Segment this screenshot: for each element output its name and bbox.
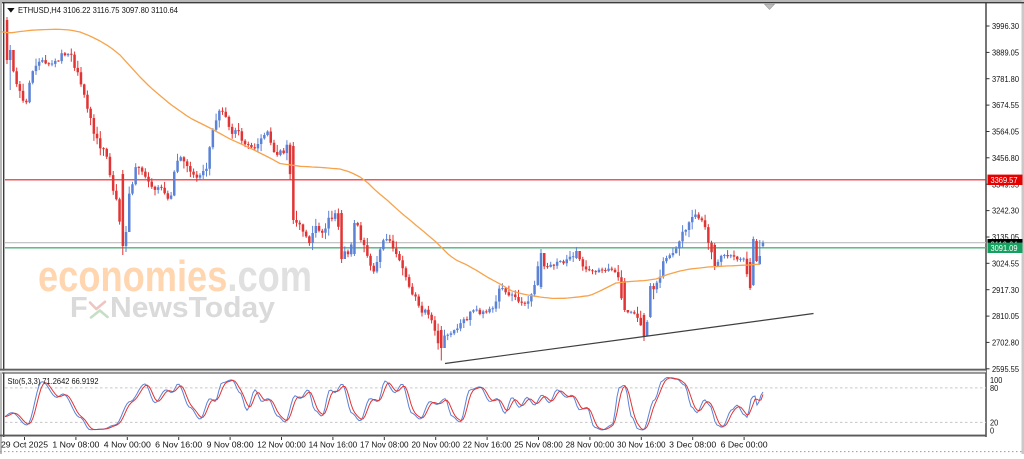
svg-text:20 Nov 00:00: 20 Nov 00:00: [411, 439, 460, 449]
svg-text:1 Nov 08:00: 1 Nov 08:00: [52, 439, 99, 449]
svg-text:2595.55: 2595.55: [992, 364, 1019, 374]
svg-text:22 Nov 16:00: 22 Nov 16:00: [463, 439, 512, 449]
svg-text:30 Nov 16:00: 30 Nov 16:00: [617, 439, 666, 449]
svg-text:3091.09: 3091.09: [991, 243, 1018, 253]
svg-text:12 Nov 00:00: 12 Nov 00:00: [257, 439, 306, 449]
svg-text:80: 80: [990, 383, 998, 393]
svg-text:17 Nov 08:00: 17 Nov 08:00: [360, 439, 409, 449]
svg-text:14 Nov 16:00: 14 Nov 16:00: [309, 439, 358, 449]
svg-text:25 Nov 08:00: 25 Nov 08:00: [514, 439, 563, 449]
svg-text:3456.80: 3456.80: [992, 153, 1019, 163]
svg-text:9 Nov 08:00: 9 Nov 08:00: [207, 439, 254, 449]
svg-text:6 Dec 00:00: 6 Dec 00:00: [721, 439, 768, 449]
svg-text:3 Dec 08:00: 3 Dec 08:00: [669, 439, 716, 449]
svg-text:ETHUSD,H4 3106.22 3116.75 309: ETHUSD,H4 3106.22 3116.75 3097.80 3110.6…: [18, 5, 178, 15]
svg-text:3564.05: 3564.05: [992, 127, 1019, 137]
svg-text:3889.05: 3889.05: [992, 48, 1019, 58]
svg-text:2917.30: 2917.30: [992, 285, 1019, 295]
svg-text:NewsToday: NewsToday: [110, 292, 275, 324]
svg-text:4 Nov 00:00: 4 Nov 00:00: [104, 439, 151, 449]
svg-text:29 Oct 2025: 29 Oct 2025: [1, 439, 48, 449]
svg-text:2810.05: 2810.05: [992, 311, 1019, 321]
svg-text:28 Nov 00:00: 28 Nov 00:00: [566, 439, 615, 449]
svg-text:3024.55: 3024.55: [992, 258, 1019, 268]
svg-text:3781.80: 3781.80: [992, 74, 1019, 84]
svg-text:3369.57: 3369.57: [991, 175, 1018, 185]
svg-text:3996.30: 3996.30: [992, 21, 1019, 31]
svg-text:3674.55: 3674.55: [992, 100, 1019, 110]
svg-text:6 Nov 16:00: 6 Nov 16:00: [155, 439, 202, 449]
svg-text:3242.30: 3242.30: [992, 206, 1019, 216]
svg-text:F: F: [70, 292, 88, 324]
svg-text:0: 0: [990, 425, 994, 435]
svg-text:2702.80: 2702.80: [992, 338, 1019, 348]
svg-text:Sto(5,3,3) 71.2642 66.9192: Sto(5,3,3) 71.2642 66.9192: [8, 376, 99, 386]
